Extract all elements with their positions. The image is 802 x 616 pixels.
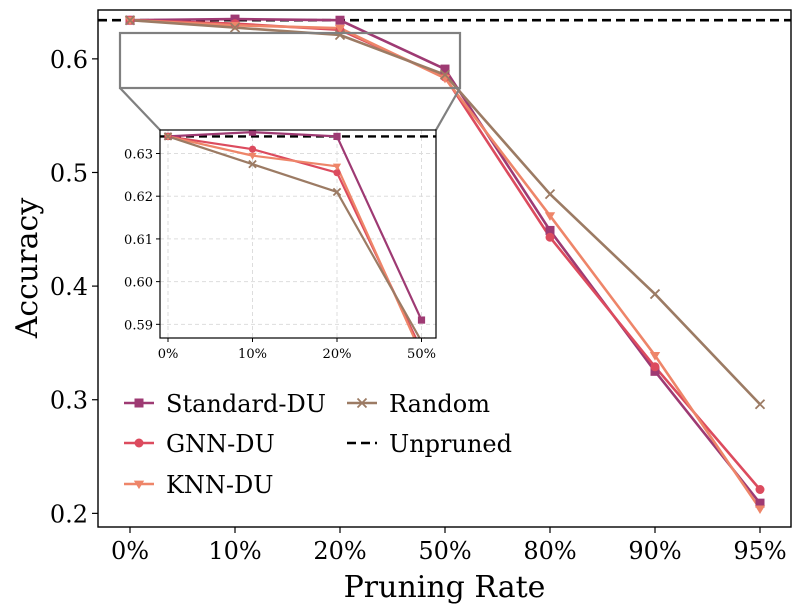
y-tick-label: 0.2 <box>50 500 88 528</box>
zoom-region-box <box>118 31 462 90</box>
inset-data-point-knn-du <box>248 152 257 160</box>
inset-data-point-random <box>163 132 173 141</box>
main-series-layer <box>98 14 791 514</box>
inset-series-layer <box>160 130 436 338</box>
inset-background <box>160 130 436 338</box>
data-point-knn-du <box>334 24 346 34</box>
data-point-random <box>439 69 451 80</box>
zoom-indicator <box>118 31 462 131</box>
x-tick-label: 90% <box>628 537 681 565</box>
data-point-standard-du <box>335 15 345 25</box>
inset-data-point-gnn-du <box>333 169 341 177</box>
inset-y-tick-label: 0.60 <box>124 276 153 291</box>
legend-marker-standard-du <box>134 398 144 408</box>
y-tick-label: 0.5 <box>50 159 88 187</box>
data-point-random <box>544 188 556 200</box>
data-point-standard-du <box>545 225 555 235</box>
legend-label-standard-du: Standard-DU <box>166 390 326 418</box>
legend-marker-gnn-du <box>134 438 144 448</box>
data-point-random <box>229 22 241 33</box>
data-point-random <box>649 288 661 300</box>
legend-label-knn-du: KNN-DU <box>166 471 274 499</box>
data-point-standard-du <box>755 498 765 508</box>
zoom-connector-left <box>119 87 161 131</box>
inset-data-point-gnn-du <box>248 145 257 153</box>
legend-label-random: Random <box>389 390 490 418</box>
y-tick-label: 0.3 <box>50 387 88 415</box>
inset-series-line-standard-du <box>167 131 423 321</box>
legend: Standard-DU GNN-DU KNN-DU Random Unpruned <box>124 390 512 499</box>
data-point-gnn-du <box>755 485 765 495</box>
inset-y-tick-label: 0.62 <box>124 190 153 205</box>
legend-label-gnn-du: GNN-DU <box>166 430 275 458</box>
data-point-gnn-du <box>545 232 555 242</box>
x-tick-label: 95% <box>733 537 786 565</box>
x-tick-label: 50% <box>418 537 471 565</box>
data-point-random <box>754 399 766 410</box>
x-tick-label: 80% <box>523 537 576 565</box>
y-tick-label: 0.6 <box>50 46 88 74</box>
inset-x-tick-label: 50% <box>407 347 436 362</box>
data-point-standard-du <box>230 14 240 24</box>
inset-data-point-standard-du <box>417 316 426 324</box>
inset-x-tick-label: 0% <box>158 347 179 362</box>
inset-series-line-random <box>167 135 421 338</box>
legend-marker-random <box>356 397 368 409</box>
inset-data-point-knn-du <box>332 163 342 171</box>
x-tick-label: 0% <box>111 537 149 565</box>
x-tick-label: 20% <box>313 537 366 565</box>
inset-y-tick-label: 0.59 <box>124 318 153 333</box>
data-point-knn-du <box>754 505 766 514</box>
inset-x-tick-label: 10% <box>238 347 267 362</box>
data-point-standard-du <box>650 366 660 376</box>
inset-y-tick-label: 0.61 <box>124 233 153 248</box>
data-point-knn-du <box>544 212 556 221</box>
legend-label-unpruned: Unpruned <box>389 430 512 458</box>
main-ticks: 0.2 0.3 0.4 0.5 0.6 0% 10% 20% 50% 80% 90% 95% <box>50 46 787 565</box>
y-tick-label: 0.4 <box>50 273 88 301</box>
inset-data-point-standard-du <box>333 132 341 141</box>
legend-marker-knn-du <box>133 480 145 490</box>
inset-x-tick-label: 20% <box>323 347 352 362</box>
x-axis-label: Pruning Rate <box>344 570 546 605</box>
inset-chart: 0.59 0.60 0.61 0.62 0.63 0% 10% 20% 50% <box>124 129 437 362</box>
data-point-gnn-du <box>650 362 660 372</box>
zoom-connector-right <box>435 87 461 131</box>
inset-frame <box>159 129 437 339</box>
inset-y-tick-label: 0.63 <box>124 147 153 162</box>
inset-series-line-knn-du <box>167 135 416 338</box>
inset-data-point-random <box>248 159 257 169</box>
y-axis-label: Accuracy <box>10 198 45 340</box>
inset-grid <box>160 130 436 338</box>
inset-data-point-random <box>332 187 342 197</box>
inset-data-point-standard-du <box>248 130 257 136</box>
data-point-random <box>124 15 136 26</box>
data-point-knn-du <box>649 352 661 361</box>
inset-ticks: 0.59 0.60 0.61 0.62 0.63 0% 10% 20% 50% <box>124 147 436 362</box>
x-tick-label: 10% <box>208 537 261 565</box>
data-point-standard-du <box>440 64 450 74</box>
